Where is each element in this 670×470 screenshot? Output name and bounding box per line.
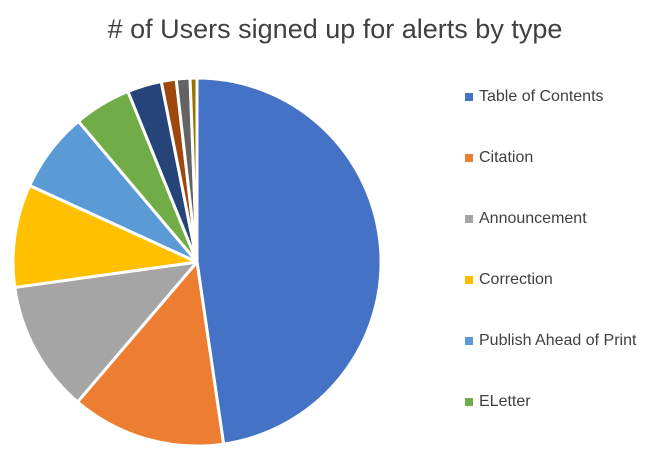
legend-label: Correction	[479, 271, 553, 288]
legend-label: Announcement	[479, 210, 587, 227]
legend-item: Table of Contents	[465, 86, 636, 147]
legend-swatch	[465, 215, 473, 223]
chart-title: # of Users signed up for alerts by type	[107, 14, 563, 44]
legend-label: Citation	[479, 149, 534, 166]
legend-label: Table of Contents	[479, 88, 604, 105]
legend-item: Citation	[465, 147, 636, 208]
legend-item: ELetter	[465, 391, 636, 452]
legend-item: Correction	[465, 269, 636, 330]
legend-swatch	[465, 337, 473, 345]
pie-slice-correction	[11, 183, 199, 289]
legend-item: Publish Ahead of Print	[465, 330, 636, 391]
legend-label: ELetter	[479, 393, 531, 410]
legend-swatch	[465, 398, 473, 406]
pie-slice-other-9	[188, 76, 199, 264]
legend-label: Publish Ahead of Print	[479, 332, 637, 349]
pie-slice-announcement	[13, 260, 199, 404]
legend-swatch	[465, 276, 473, 284]
legend-swatch	[465, 154, 473, 162]
legend-item: Announcement	[465, 208, 636, 269]
chart-legend: Table of Contents Citation Announcement Cor…	[465, 86, 636, 452]
pie-slice-table-of-contents	[195, 76, 383, 446]
pie-slice-citation	[76, 260, 226, 448]
legend-swatch	[465, 93, 473, 101]
pie-chart	[11, 76, 383, 448]
